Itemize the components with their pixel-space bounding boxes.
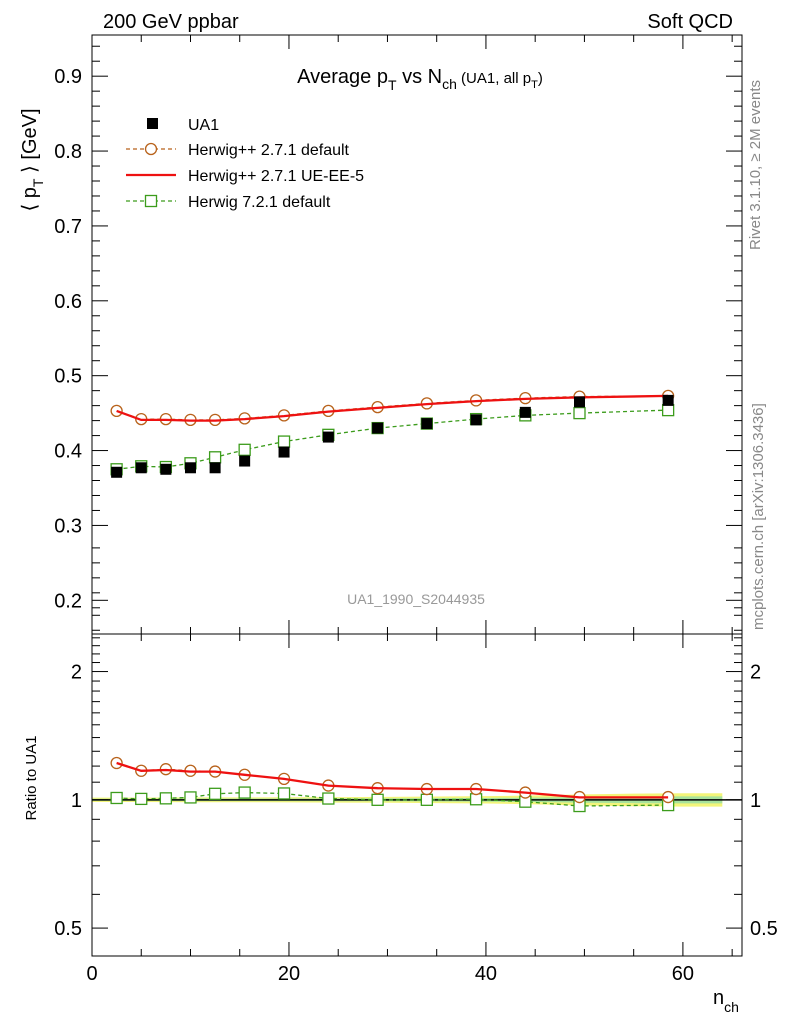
main-ytick-label: 0.8 (54, 141, 82, 163)
title-small-end: ) (538, 70, 543, 87)
ratio-series-layer (110, 756, 675, 813)
ratio-plot-frame (91, 633, 743, 957)
main-point-ua1 (239, 455, 251, 467)
ratio-marker-herwig-7-2-1-default (238, 786, 251, 799)
main-point-ua1 (322, 431, 334, 443)
ratio-line-herwig-2-7-1-ue-ee-5 (116, 761, 669, 799)
legend-entry-herwig7-default: Herwig 7.2.1 default (126, 194, 331, 211)
ratio-marker-herwig-7-2-1-default (110, 791, 123, 805)
main-axis-ticks: 0.2 0.3 0.4 0.5 0.6 0.7 0.8 0.9 (54, 35, 742, 634)
xlabel-sub: ch (724, 999, 739, 1015)
main-panel: 0.20.30.40.50.60.70.80.9 Average pT vs N… (19, 34, 743, 635)
main-ytick-label: 0.3 (54, 515, 82, 537)
main-point-ua1 (372, 422, 384, 434)
header-left: 200 GeV ppbar (103, 11, 239, 33)
legend-marker-ua1 (147, 118, 158, 129)
xlabel-main: n (713, 987, 724, 1009)
ratio-marker-herwig-7-2-1-default (420, 793, 433, 806)
ratio-ytick-label-left: 1 (71, 790, 82, 812)
main-chart-title: Average pT vs Nch (UA1, all pT) (297, 66, 543, 93)
x-axis-label: nch (713, 987, 739, 1015)
legend-label-herwig7-default: Herwig 7.2.1 default (188, 194, 331, 211)
title-small: (UA1, all p (457, 70, 531, 87)
ratio-y-axis-label: Ratio to UA1 (23, 735, 40, 820)
main-point-ua1 (519, 406, 531, 418)
main-point-ua1 (209, 462, 221, 474)
ratio-line-herwig-7-2-1-default (116, 791, 669, 807)
main-ytick-label: 0.2 (54, 590, 82, 612)
ylabel-sub: T (30, 178, 46, 187)
main-point-ua1 (278, 446, 290, 458)
legend-entry-herwigpp-ueee5: Herwig++ 2.7.1 UE-EE-5 (126, 168, 364, 185)
main-marker-herwig-7-2-1-default (277, 435, 291, 448)
ratio-marker-herwig-7-2-1-default (135, 792, 148, 806)
ratio-xtick-label: 20 (278, 963, 300, 985)
ratio-ytick-label-left: 2 (71, 662, 82, 684)
title-sub-ch: ch (442, 76, 457, 92)
ratio-ytick-label-left: 0.5 (54, 918, 82, 940)
title-small-sub: T (531, 79, 538, 91)
main-marker-herwig-7-2-1-default (573, 406, 586, 420)
ratio-ytick-label-right: 0.5 (750, 918, 778, 940)
ratio-xtick-label: 60 (672, 963, 694, 985)
ratio-marker-herwig-7-2-1-default (469, 793, 483, 806)
main-y-axis-label: ⟨ pT ⟩ [GeV] (19, 108, 46, 211)
ylabel-pre: ⟨ p (19, 187, 41, 211)
main-ytick-label: 0.5 (54, 366, 82, 388)
main-marker-herwig-7-2-1-default (238, 443, 251, 456)
main-point-ua1 (160, 463, 172, 475)
main-point-ua1 (184, 462, 196, 474)
main-point-ua1 (111, 466, 123, 478)
ratio-marker-herwig-7-2-1-default (159, 792, 173, 805)
ylabel-post: ⟩ [GeV] (19, 108, 41, 178)
main-ytick-label: 0.7 (54, 216, 82, 238)
ratio-xtick-label: 40 (475, 963, 497, 985)
analysis-watermark: UA1_1990_S2044935 (347, 591, 485, 607)
ratio-line-herwig-2-7-1-default (116, 762, 669, 798)
main-ytick-label: 0.6 (54, 291, 82, 313)
ratio-axis-ticks: 0 20 40 60 0.5 0.5 1 1 2 2 (54, 634, 778, 985)
main-point-ua1 (421, 418, 433, 430)
main-marker-herwig-7-2-1-default (208, 451, 222, 464)
ratio-ytick-label-right: 2 (750, 662, 761, 684)
legend-entry-ua1: UA1 (147, 117, 219, 134)
ratio-ytick-label-right: 1 (750, 790, 761, 812)
legend-marker-herwig7-default (144, 194, 158, 208)
legend-label-ua1: UA1 (188, 117, 219, 134)
main-point-ua1 (470, 414, 482, 426)
header-right: Soft QCD (647, 11, 733, 33)
mcplots-label: mcplots.cern.ch [arXiv:1306.3436] (750, 403, 767, 630)
legend-label-herwigpp-ueee5: Herwig++ 2.7.1 UE-EE-5 (188, 168, 364, 185)
main-line-herwig-2-7-1-ue-ee-5 (116, 394, 669, 422)
main-ytick-label: 0.9 (54, 66, 82, 88)
main-point-ua1 (135, 462, 147, 474)
legend: UA1 Herwig++ 2.7.1 default Herwig++ 2.7.… (126, 117, 364, 211)
main-line-herwig-7-2-1-default (116, 409, 669, 470)
ratio-marker-herwig-7-2-1-default (208, 787, 222, 800)
title-sub-t: T (388, 77, 397, 93)
title-main: Average p (297, 66, 388, 88)
rivet-label: Rivet 3.1.10, ≥ 2M events (747, 80, 764, 250)
ratio-marker-herwig-7-2-1-default (322, 792, 335, 805)
main-point-ua1 (574, 396, 585, 408)
main-series-layer (110, 389, 675, 478)
main-marker-herwig-7-2-1-default (661, 403, 675, 417)
legend-label-herwigpp-default: Herwig++ 2.7.1 default (188, 142, 350, 159)
legend-entry-herwigpp-default: Herwig++ 2.7.1 default (126, 142, 350, 159)
ratio-xtick-label: 0 (86, 963, 97, 985)
main-point-ua1 (662, 394, 674, 406)
ratio-marker-herwig-7-2-1-default (184, 791, 197, 804)
legend-marker-herwigpp-default (144, 142, 158, 156)
ratio-marker-herwig-7-2-1-default (371, 793, 384, 806)
main-ytick-label: 0.4 (54, 441, 82, 463)
ratio-panel: 0 20 40 60 0.5 0.5 1 1 2 2 Ratio to UA1 nch (23, 633, 778, 1015)
title-mid: vs N (397, 66, 443, 88)
ratio-marker-herwig-7-2-1-default (277, 787, 291, 800)
